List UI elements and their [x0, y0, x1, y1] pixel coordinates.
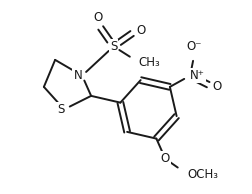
Text: O: O — [93, 11, 103, 24]
Text: O: O — [161, 152, 170, 165]
Text: N: N — [73, 69, 82, 82]
Text: N⁺: N⁺ — [190, 69, 205, 82]
Text: O⁻: O⁻ — [187, 40, 202, 53]
Text: O: O — [213, 80, 222, 93]
Text: O: O — [136, 24, 145, 37]
Text: S: S — [57, 103, 64, 116]
Text: CH₃: CH₃ — [138, 56, 160, 69]
Text: OCH₃: OCH₃ — [188, 168, 219, 181]
Text: S: S — [110, 40, 117, 53]
